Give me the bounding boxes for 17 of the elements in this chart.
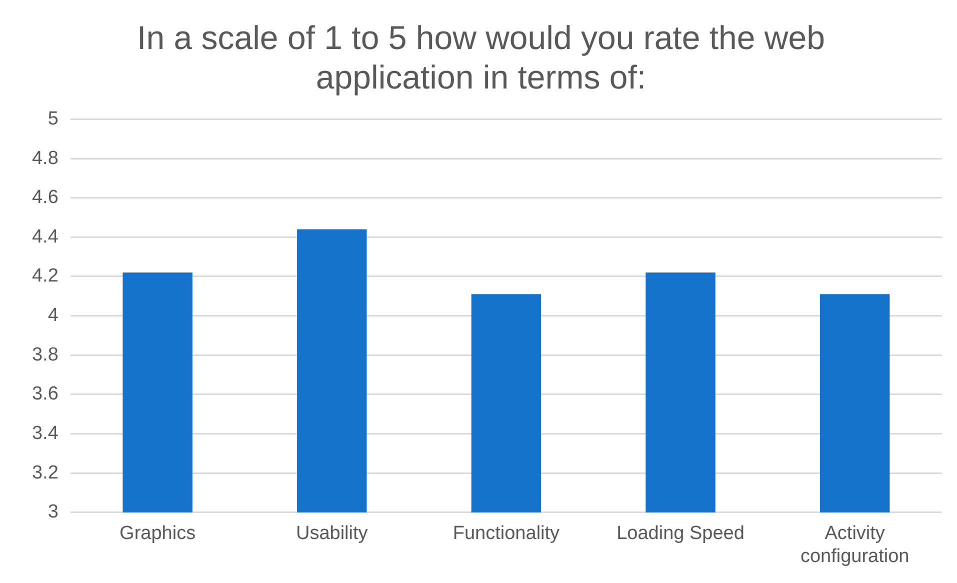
x-tick-label: Activity configuration	[800, 523, 910, 567]
y-tick-label: 3.2	[32, 462, 58, 484]
y-tick-label: 4.6	[32, 187, 58, 208]
x-tick-label: Loading Speed	[616, 523, 744, 544]
chart-title: In a scale of 1 to 5 how would you rate the web application in terms of:	[137, 18, 825, 96]
x-tick-label: Graphics	[120, 523, 196, 544]
y-tick-label: 3.8	[32, 344, 58, 366]
y-tick-label: 4	[48, 305, 59, 326]
y-tick-label: 4.4	[32, 226, 59, 248]
x-tick-label: Functionality	[452, 523, 560, 544]
y-tick-label: 4.2	[32, 266, 58, 287]
y-tick-label: 4.8	[32, 148, 58, 169]
y-tick-label: 3	[48, 502, 58, 523]
y-tick-label: 5	[48, 108, 58, 130]
y-tick-label: 3.6	[32, 384, 58, 405]
x-tick-label: Usability	[296, 523, 368, 544]
y-tick-label: 3.4	[32, 422, 59, 444]
